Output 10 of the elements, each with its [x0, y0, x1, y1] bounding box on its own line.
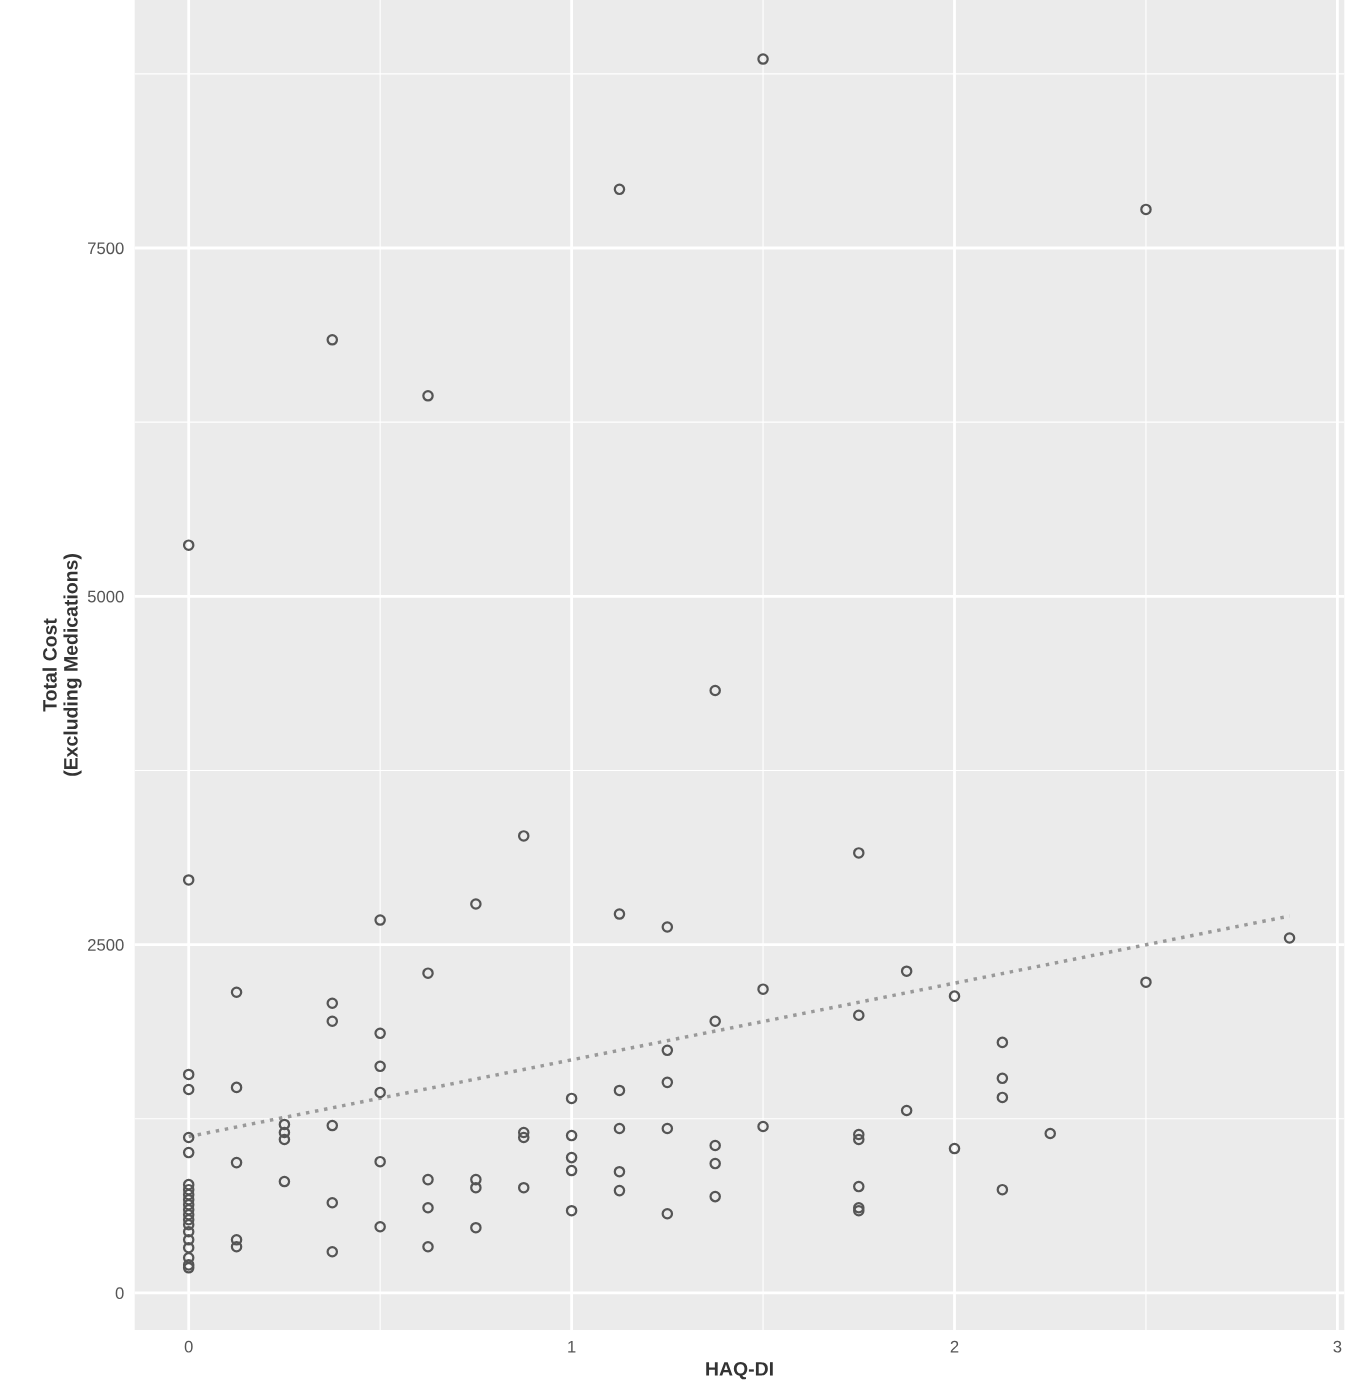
x-tick-label: 1 [568, 1340, 576, 1353]
y-axis-title: Total Cost (Excluding Medications) [42, 554, 82, 776]
y-tick-label: 0 [115, 1287, 124, 1300]
x-tick-label: 2 [950, 1340, 959, 1353]
y-tick-label: 7500 [88, 242, 124, 255]
y-tick-label: 5000 [87, 590, 124, 603]
x-tick-label: 0 [184, 1340, 193, 1353]
y-tick-label: 2500 [88, 938, 124, 951]
x-axis-title: HAQ-DI [706, 1361, 773, 1380]
x-tick-label: 3 [1333, 1340, 1342, 1353]
